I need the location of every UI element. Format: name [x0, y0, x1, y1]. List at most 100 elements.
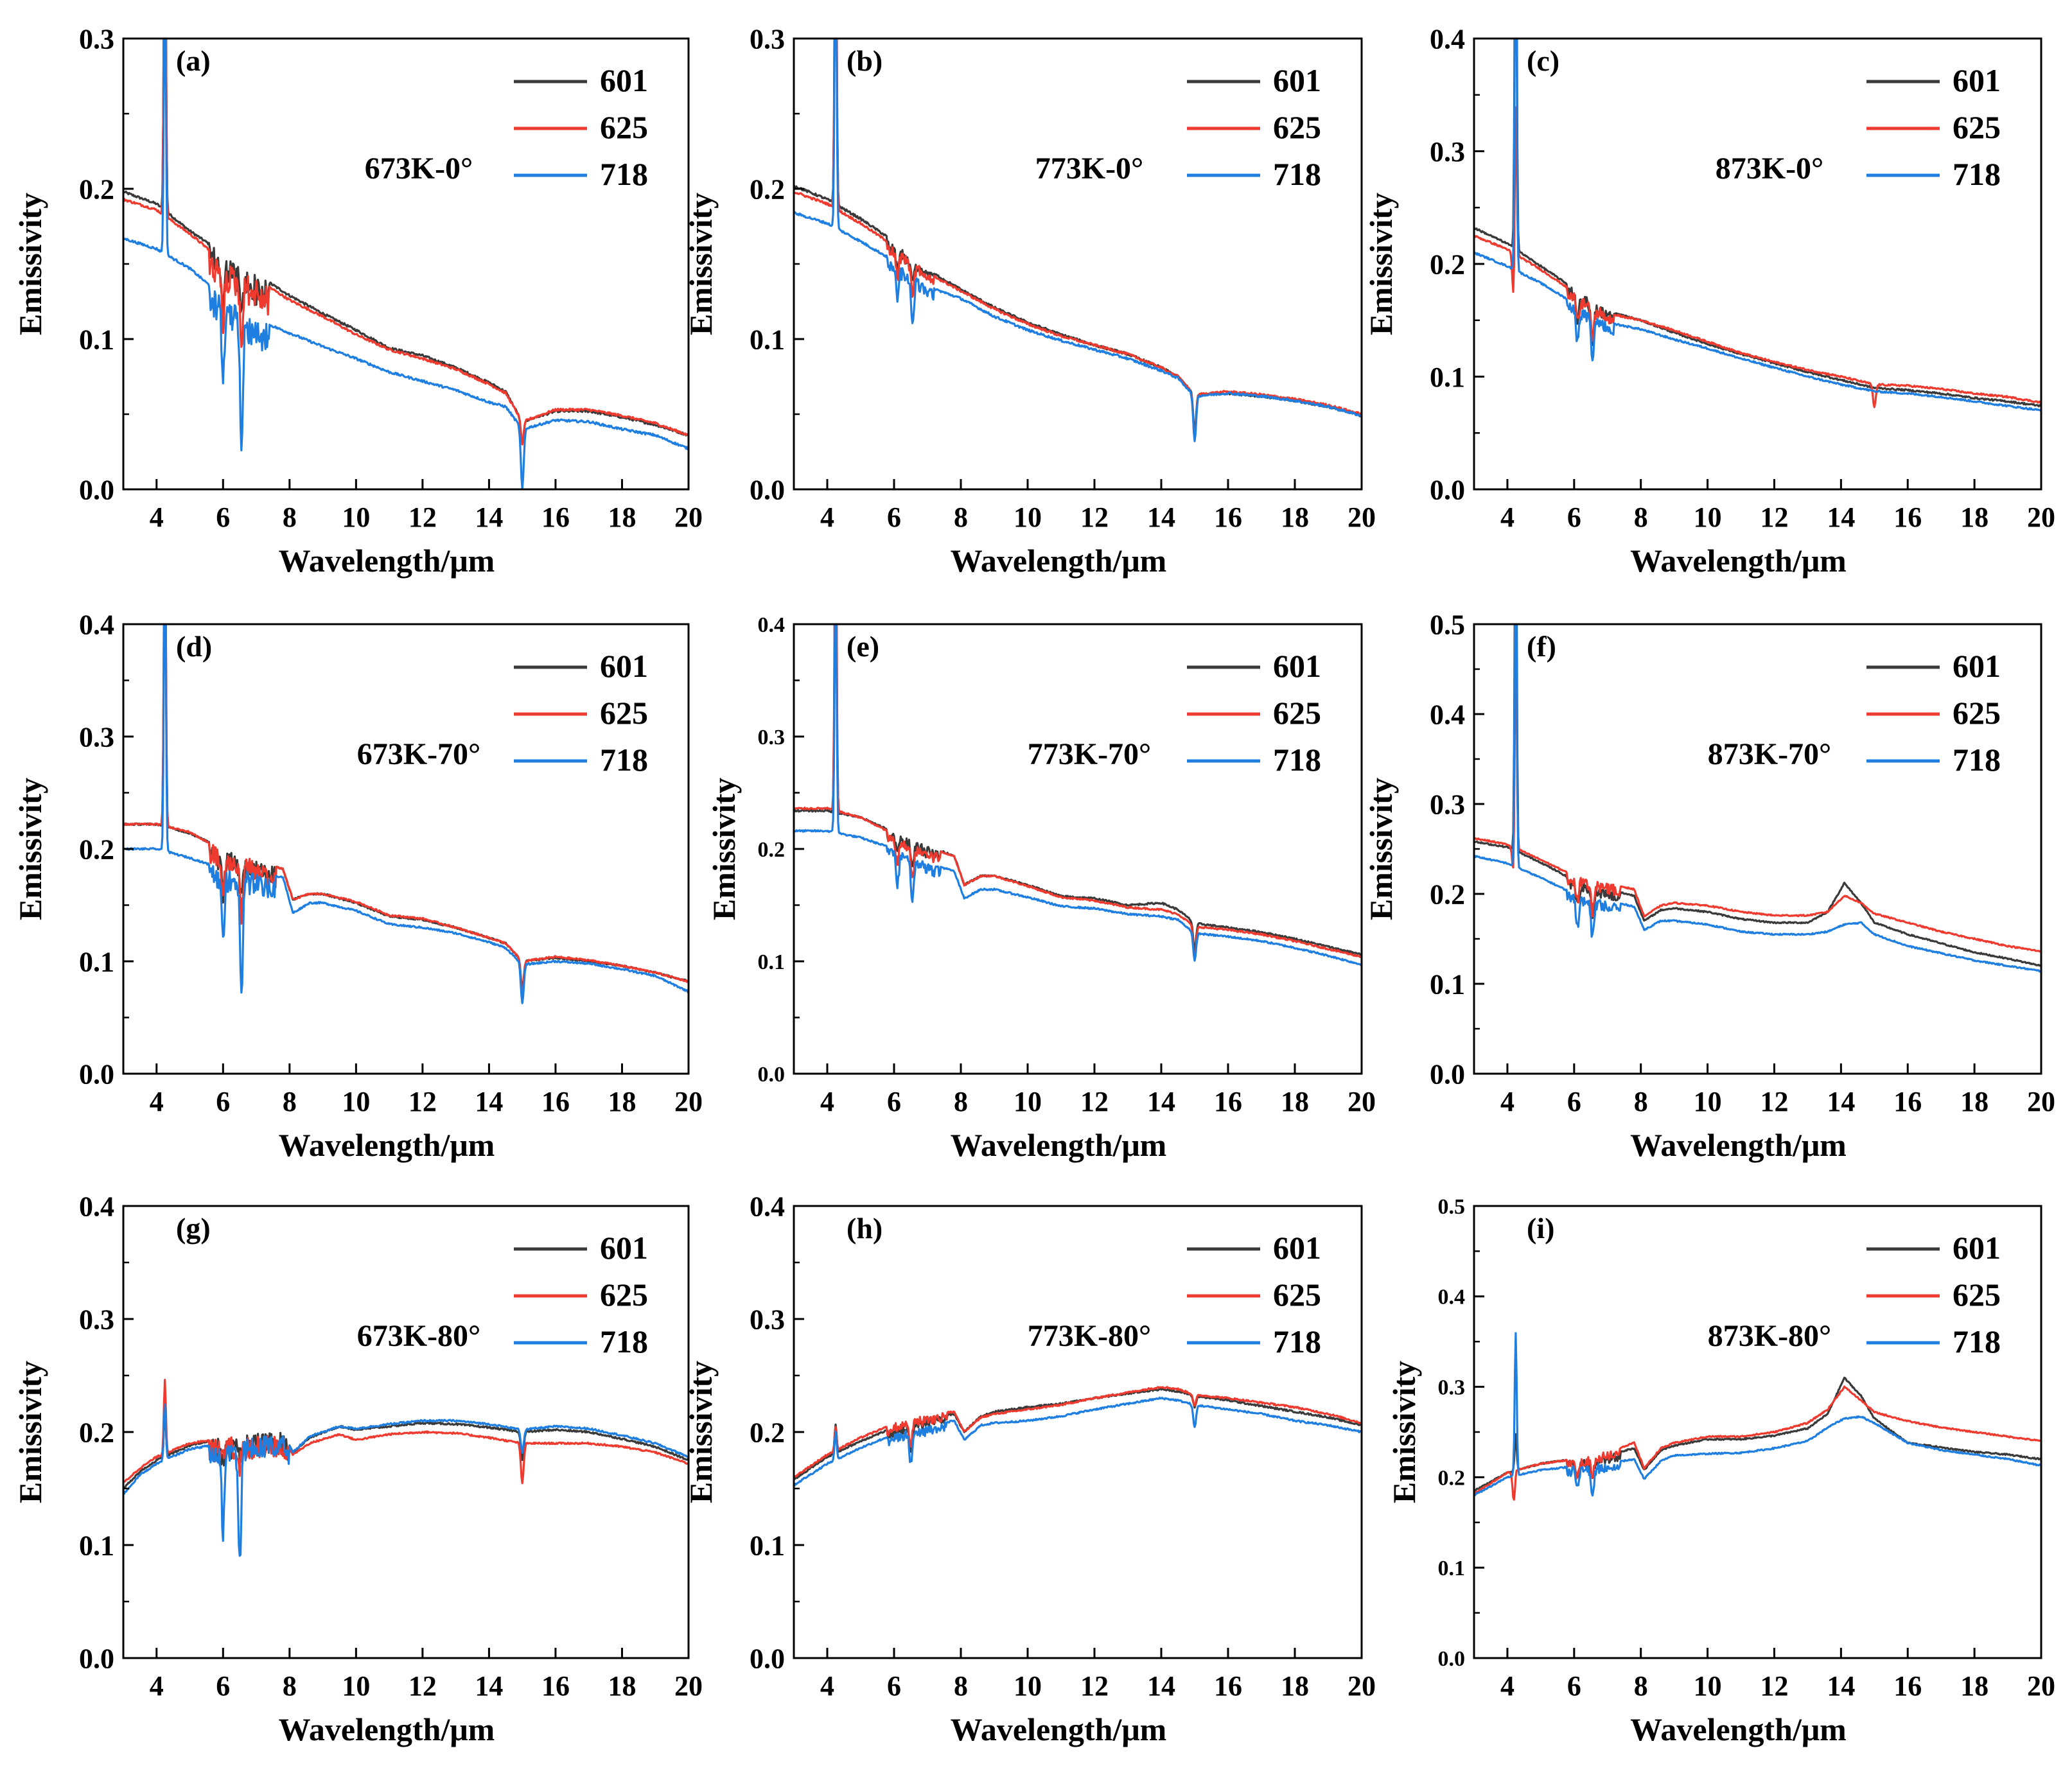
panel-f-legend-label-601: 601	[1953, 648, 2001, 684]
panel-b-x-tick-label: 16	[1214, 502, 1242, 533]
panel-i-x-tick-label: 6	[1567, 1670, 1581, 1702]
panel-b-x-tick-label: 14	[1147, 502, 1175, 533]
panel-c-legend-label-718: 718	[1953, 156, 2001, 192]
panel-a-x-axis-title: Wavelength/μm	[279, 543, 495, 579]
panel-g-series-718	[123, 1403, 689, 1557]
panel-a-legend-label-718: 718	[600, 156, 648, 192]
panel-d-y-axis-title: Emissivity	[12, 778, 48, 920]
panel-a-series-718	[123, 39, 689, 489]
panel-g-legend-label-601: 601	[600, 1230, 648, 1266]
panel-b-y-tick-label: 0.3	[750, 23, 785, 55]
panel-h-legend-label-601: 601	[1273, 1230, 1321, 1266]
panel-c-x-tick-label: 14	[1827, 502, 1855, 533]
panel-e-x-tick-label: 20	[1348, 1086, 1376, 1117]
panel-e-y-axis: 0.0 0.1 0.2 0.3 0.4	[758, 613, 804, 1087]
panel-a-x-tick-label: 12	[408, 502, 437, 533]
panel-i-x-tick-label: 16	[1893, 1670, 1922, 1702]
panel-a-y-tick-label: 0.0	[79, 474, 114, 505]
panel-f-condition-label: 873K-70°	[1708, 737, 1832, 771]
panel-a: 4 6 8 10 12 14 16 18 20 0.0 0.1 0.2 0.3 Wavelength/μm…	[12, 23, 703, 579]
panel-h-x-tick-label: 20	[1348, 1670, 1376, 1702]
panel-e-x-axis-title: Wavelength/μm	[951, 1127, 1167, 1163]
panel-i-x-tick-label: 14	[1827, 1670, 1855, 1702]
panel-g-x-tick-label: 18	[608, 1670, 636, 1702]
panel-i-legend-label-625: 625	[1953, 1277, 2001, 1313]
panel-d-x-tick-label: 14	[475, 1086, 503, 1117]
panel-g-x-tick-label: 20	[674, 1670, 703, 1702]
panel-d-y-tick-label: 0.3	[79, 721, 114, 753]
panel-g-y-tick-label: 0.0	[79, 1643, 114, 1674]
panel-c-x-tick-label: 6	[1567, 502, 1581, 533]
panel-a-frame	[122, 37, 690, 491]
panel-i-series-718	[1474, 1332, 2041, 1497]
panel-b-x-axis: 4 6 8 10 12 14 16 18 20	[820, 479, 1376, 533]
panel-a-x-tick-label: 20	[674, 502, 703, 533]
panel-c-y-tick-label: 0.3	[1430, 136, 1465, 168]
panel-a-label: (a)	[176, 44, 211, 77]
panel-e: 4 6 8 10 12 14 16 18 20 0.0 0.1 0.2 0.3 0.4 Wavelength…	[706, 613, 1376, 1163]
panel-f-y-tick-label: 0.0	[1430, 1058, 1465, 1090]
panel-a-y-tick-label: 0.2	[79, 173, 114, 205]
panel-b: 4 6 8 10 12 14 16 18 20 0.0 0.1 0.2 0.3 Wavelength/μm…	[683, 23, 1376, 579]
panel-i-legend: 601 625 718	[1866, 1230, 2001, 1359]
panel-c-condition-label: 873K-0°	[1716, 152, 1824, 186]
panel-a-condition-label: 673K-0°	[365, 152, 473, 186]
panel-d-frame	[122, 623, 690, 1075]
panel-e-x-axis: 4 6 8 10 12 14 16 18 20	[820, 1063, 1376, 1117]
panel-h-frame	[793, 1205, 1363, 1659]
panel-e-x-tick-label: 4	[820, 1086, 834, 1117]
panel-f-legend-label-625: 625	[1953, 695, 2001, 731]
panel-d-plot-area	[123, 624, 689, 1004]
panel-h-plot-area	[794, 1386, 1362, 1487]
panel-d-x-tick-label: 4	[150, 1086, 164, 1117]
panel-e-condition-label: 773K-70°	[1028, 737, 1152, 771]
panel-i-x-tick-label: 20	[2027, 1670, 2055, 1702]
panel-e-y-tick-label: 0.3	[758, 726, 786, 749]
panel-h-x-tick-label: 18	[1281, 1670, 1309, 1702]
panel-c-x-tick-label: 8	[1634, 502, 1648, 533]
panel-b-label: (b)	[847, 44, 882, 77]
panel-c-x-axis: 4 6 8 10 12 14 16 18 20	[1500, 479, 2055, 533]
panel-b-plot-area	[794, 39, 1362, 442]
panel-e-series-718	[794, 624, 1362, 966]
panel-g-x-tick-label: 12	[408, 1670, 437, 1702]
panel-c-legend-label-601: 601	[1953, 62, 2001, 98]
panel-f-y-tick-label: 0.2	[1430, 878, 1465, 910]
panel-f-x-tick-label: 16	[1893, 1086, 1922, 1117]
panel-f-y-tick-label: 0.1	[1430, 968, 1465, 1000]
panel-b-y-tick-label: 0.2	[750, 173, 785, 205]
panel-i-y-tick-label: 0.5	[1438, 1195, 1466, 1219]
panel-h-y-tick-label: 0.3	[750, 1304, 785, 1335]
panel-g-condition-label: 673K-80°	[357, 1319, 481, 1353]
panel-d-legend: 601 625 718	[514, 648, 648, 778]
panel-g-y-tick-label: 0.3	[79, 1304, 114, 1335]
panel-d-label: (d)	[176, 630, 212, 663]
panel-b-x-tick-label: 10	[1014, 502, 1042, 533]
panel-f-x-tick-label: 18	[1960, 1086, 1989, 1117]
panel-f-x-axis-title: Wavelength/μm	[1630, 1127, 1847, 1163]
panel-h-y-axis: 0.0 0.1 0.2 0.3 0.4	[750, 1191, 804, 1674]
panel-d-x-tick-label: 10	[342, 1086, 370, 1117]
panel-d-legend-label-625: 625	[600, 695, 648, 731]
panel-e-y-axis-title: Emissivity	[706, 778, 742, 920]
panel-a-x-tick-label: 4	[150, 502, 164, 533]
panel-a-y-tick-label: 0.3	[79, 23, 114, 55]
panel-f-x-axis: 4 6 8 10 12 14 16 18 20	[1500, 1063, 2055, 1117]
panel-d-legend-label-718: 718	[600, 742, 648, 778]
panel-d-x-axis: 4 6 8 10 12 14 16 18 20	[150, 1063, 703, 1117]
panel-d-series-718	[123, 624, 689, 1004]
panel-i-x-tick-label: 18	[1960, 1670, 1989, 1702]
panel-b-y-axis: 0.0 0.1 0.2 0.3	[750, 23, 804, 505]
panel-f-x-tick-label: 4	[1500, 1086, 1514, 1117]
panel-e-x-tick-label: 12	[1080, 1086, 1109, 1117]
panel-g-y-axis-title: Emissivity	[12, 1361, 48, 1503]
panel-b-x-tick-label: 18	[1281, 502, 1309, 533]
panel-d-y-tick-label: 0.0	[79, 1058, 114, 1090]
panel-i-y-tick-label: 0.3	[1438, 1376, 1466, 1400]
panel-d-x-tick-label: 18	[608, 1086, 636, 1117]
panel-c-label: (c)	[1527, 44, 1559, 77]
panel-e-y-tick-label: 0.1	[758, 950, 786, 974]
panel-h-x-tick-label: 10	[1014, 1670, 1042, 1702]
panel-g-series-601	[123, 1411, 689, 1490]
